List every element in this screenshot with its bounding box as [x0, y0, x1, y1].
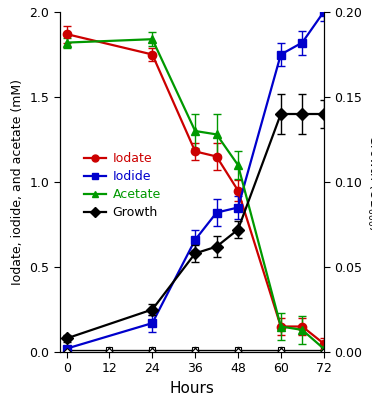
X-axis label: Hours: Hours: [169, 381, 214, 396]
Y-axis label: Iodate, iodide, and acetate (mM): Iodate, iodide, and acetate (mM): [10, 79, 23, 285]
Legend: Iodate, Iodide, Acetate, Growth: Iodate, Iodide, Acetate, Growth: [79, 148, 166, 224]
Y-axis label: Growth (OD$_{600}$): Growth (OD$_{600}$): [365, 134, 372, 230]
